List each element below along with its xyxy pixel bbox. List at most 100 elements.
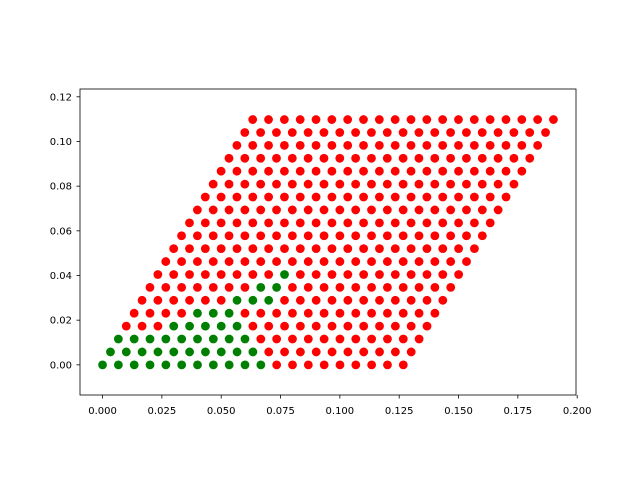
- red-point: [256, 153, 266, 163]
- red-point: [256, 308, 266, 318]
- red-point: [335, 179, 345, 189]
- red-point: [477, 128, 487, 137]
- green-point: [121, 347, 131, 357]
- red-point: [343, 347, 353, 357]
- red-point: [185, 218, 194, 228]
- red-point: [264, 115, 273, 124]
- red-point: [469, 166, 479, 176]
- red-point: [493, 179, 503, 189]
- red-point: [248, 244, 258, 254]
- red-point: [224, 257, 234, 266]
- green-point: [208, 360, 218, 370]
- red-point: [485, 140, 495, 150]
- red-point: [367, 282, 376, 292]
- red-point: [327, 244, 337, 254]
- red-point: [319, 282, 329, 292]
- red-point: [185, 270, 194, 279]
- red-point: [256, 334, 266, 344]
- red-point: [240, 257, 250, 266]
- red-point: [406, 270, 416, 279]
- red-point: [335, 128, 345, 137]
- red-point: [272, 257, 281, 266]
- red-point: [438, 270, 448, 279]
- red-point: [272, 153, 281, 163]
- red-point: [375, 244, 384, 254]
- red-point: [343, 140, 353, 150]
- red-point: [390, 270, 400, 279]
- red-point: [295, 244, 305, 254]
- red-point: [193, 231, 202, 241]
- green-point: [177, 360, 187, 370]
- red-point: [121, 321, 131, 331]
- red-point: [374, 166, 384, 176]
- red-point: [501, 115, 511, 124]
- red-point: [303, 153, 313, 163]
- red-point: [359, 270, 369, 279]
- red-point: [335, 205, 345, 215]
- green-point: [232, 321, 242, 331]
- red-point: [390, 244, 400, 254]
- red-point: [351, 257, 361, 266]
- red-point: [327, 166, 337, 176]
- green-point: [208, 334, 218, 344]
- red-point: [335, 282, 345, 292]
- red-point: [383, 282, 392, 292]
- red-point: [375, 347, 384, 357]
- red-point: [501, 192, 511, 202]
- red-point: [311, 166, 321, 176]
- red-point: [224, 153, 234, 163]
- red-point: [406, 140, 416, 150]
- red-point: [533, 115, 543, 124]
- red-point: [169, 295, 179, 305]
- red-point: [398, 205, 408, 215]
- red-point: [335, 308, 345, 318]
- red-point: [288, 334, 297, 344]
- green-point: [161, 360, 171, 370]
- red-point: [303, 308, 313, 318]
- red-point: [200, 270, 210, 279]
- red-point: [359, 321, 369, 331]
- green-point: [232, 295, 242, 305]
- red-point: [248, 270, 258, 279]
- red-point: [549, 115, 558, 124]
- red-point: [303, 282, 313, 292]
- red-point: [280, 321, 289, 331]
- red-point: [454, 244, 463, 254]
- x-tick-label: 0.150: [444, 406, 473, 417]
- green-point: [224, 360, 234, 370]
- axes-frame: [79, 88, 577, 396]
- red-point: [311, 140, 321, 150]
- red-point: [359, 218, 368, 228]
- red-point: [398, 153, 408, 163]
- red-point: [153, 270, 163, 279]
- red-point: [525, 128, 535, 137]
- red-point: [303, 128, 313, 137]
- red-point: [153, 321, 163, 331]
- red-point: [454, 115, 463, 124]
- red-point: [509, 128, 519, 137]
- green-point: [169, 347, 179, 357]
- red-point: [351, 153, 361, 163]
- red-point: [256, 257, 266, 266]
- green-point: [240, 360, 250, 370]
- red-point: [390, 295, 400, 305]
- green-point: [280, 270, 289, 279]
- red-point: [303, 334, 313, 344]
- red-point: [359, 295, 369, 305]
- red-point: [367, 179, 376, 189]
- red-point: [406, 218, 416, 228]
- red-point: [367, 308, 376, 318]
- red-point: [279, 115, 289, 124]
- green-point: [232, 347, 242, 357]
- red-point: [517, 140, 527, 150]
- red-point: [422, 244, 432, 254]
- red-point: [477, 153, 487, 163]
- red-point: [208, 231, 218, 241]
- axes-layer: 0.000 0.025 0.050 0.075 0.100 0.125 0.150 0.175…: [50, 88, 592, 417]
- x-tick-label: 0.125: [385, 406, 414, 417]
- red-point: [216, 218, 226, 228]
- green-point: [224, 334, 234, 344]
- red-point: [430, 308, 440, 318]
- red-point: [509, 179, 519, 189]
